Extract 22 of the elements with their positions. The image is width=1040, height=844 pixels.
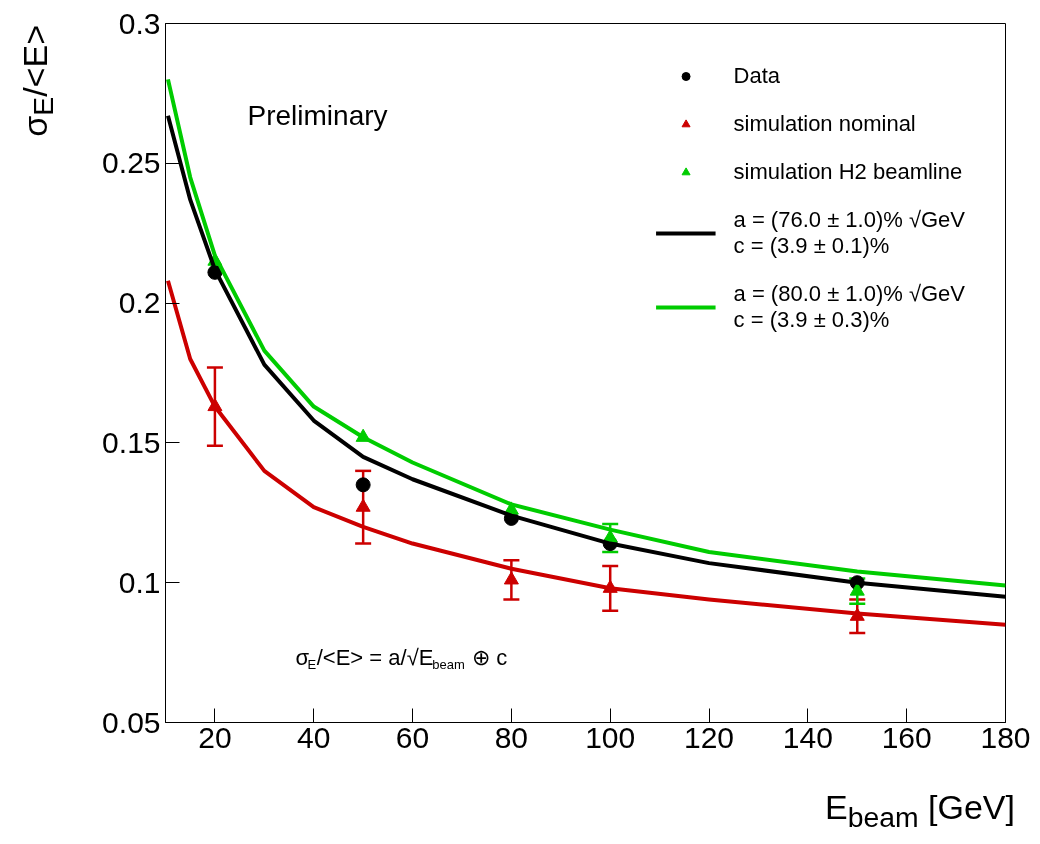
y-tick-label: 0.2 [118, 286, 161, 320]
x-tick-label: 120 [684, 720, 735, 754]
x-tick-label: 60 [395, 720, 430, 754]
x-axis-title: E$_{beam}$ [GeV] [824, 787, 1015, 835]
y-tick-label: 0.25 [102, 146, 161, 180]
legend-label: Data [733, 63, 781, 89]
legend-label: a = (80.0 ± 1.0)% √GeV c = (3.9 ± 0.3)% [733, 281, 965, 333]
x-tick-label: 140 [782, 720, 833, 754]
legend-label: simulation nominal [733, 111, 916, 137]
x-tick-label: 160 [881, 720, 932, 754]
x-tick-label: 20 [198, 720, 232, 754]
annotation: Preliminary [247, 100, 388, 131]
y-tick-label: 0.3 [118, 6, 161, 40]
legend-label: simulation H2 beamline [733, 159, 963, 185]
legend-label: a = (76.0 ± 1.0)% √GeV c = (3.9 ± 0.1)% [733, 207, 965, 259]
x-tick-label: 40 [297, 720, 331, 754]
x-tick-label: 180 [980, 720, 1031, 754]
y-tick-label: 0.1 [118, 565, 161, 599]
y-tick-label: 0.05 [102, 705, 161, 739]
x-tick-label: 80 [494, 720, 529, 754]
x-tick-label: 100 [585, 720, 636, 754]
y-tick-label: 0.15 [102, 425, 161, 459]
